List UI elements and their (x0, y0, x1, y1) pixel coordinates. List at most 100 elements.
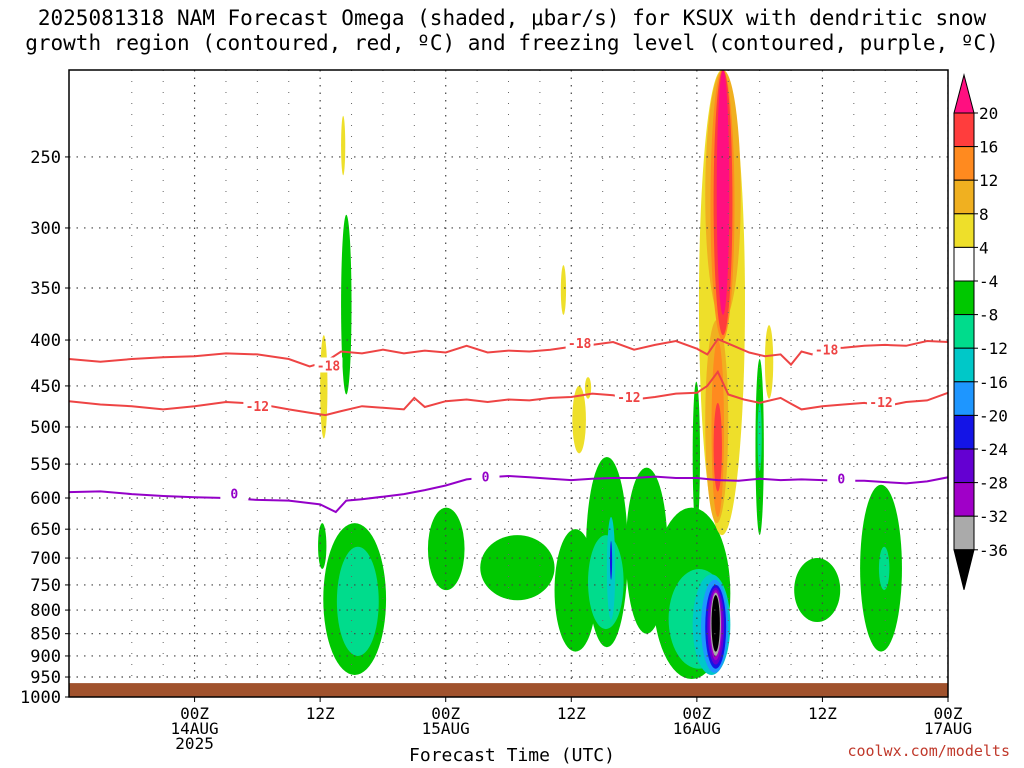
contour-label: 0 (837, 473, 845, 488)
ground-surface (69, 683, 948, 697)
omega-region (427, 507, 465, 591)
x-tick-label: 12Z (557, 704, 586, 723)
omega-region (554, 529, 597, 652)
colorbar-label: 8 (979, 205, 989, 224)
contour-line--12 (69, 369, 948, 417)
colorbar-label: -32 (979, 507, 1008, 526)
colorbar-segment (953, 146, 975, 181)
colorbar-segment (953, 280, 975, 316)
omega-region (341, 115, 346, 176)
contour-label-bg (812, 341, 841, 357)
y-tick-label: 850 (30, 625, 61, 645)
y-tick-label: 500 (30, 418, 61, 438)
omega-region (588, 535, 624, 630)
x-tick-label: 17AUG (924, 719, 972, 738)
colorbar-label: -24 (979, 440, 1008, 459)
contour-label: -12 (246, 400, 269, 415)
x-axis-label: Forecast Time (UTC) (409, 745, 615, 766)
omega-region (757, 402, 762, 472)
y-tick-label: 900 (30, 647, 61, 667)
omega-region (713, 402, 722, 492)
omega-region (711, 595, 720, 652)
y-tick-label: 700 (30, 549, 61, 569)
x-tick-label: 00Z (934, 704, 963, 723)
contour-label: -18 (317, 359, 341, 374)
colorbar-segment (953, 414, 975, 450)
x-tick-label: 2025 (175, 734, 214, 753)
colorbar-label: 16 (979, 138, 998, 157)
contour-label-bg (471, 468, 500, 484)
colorbar-segment (953, 482, 975, 517)
colorbar-segment (953, 515, 975, 551)
contour-label: -12 (869, 396, 892, 411)
y-tick-label: 600 (30, 489, 61, 509)
contour-line-0 (69, 474, 948, 514)
omega-region (318, 523, 327, 570)
omega-region (878, 546, 890, 591)
colorbar-label: -20 (979, 406, 1008, 425)
colorbar-bottom-arrow (953, 549, 975, 590)
contour-label: -18 (815, 344, 839, 359)
x-tick-label: 12Z (306, 704, 335, 723)
y-tick-label: 550 (30, 455, 61, 475)
colorbar-label: -12 (979, 339, 1008, 358)
omega-region (716, 70, 730, 315)
contour-label: -12 (617, 391, 640, 406)
y-tick-label: 1000 (20, 688, 61, 708)
omega-region (560, 265, 567, 315)
omega-region (320, 335, 328, 439)
colorbar-label: 4 (979, 238, 989, 257)
omega-region (480, 535, 555, 601)
omega-region (764, 325, 774, 399)
contour-label-bg (867, 394, 896, 410)
colorbar-segment (953, 381, 975, 416)
contour-label-bg (565, 334, 594, 350)
y-tick-label: 450 (30, 377, 61, 397)
colorbar-segment (953, 347, 975, 383)
colorbar-segment (953, 314, 975, 349)
contour-label-bg (243, 398, 272, 414)
plot-frame (68, 69, 949, 698)
contour-label: 0 (230, 487, 238, 502)
y-tick-label: 650 (30, 520, 61, 540)
contour-label-bg (314, 357, 343, 373)
x-tick-label: 00Z (180, 704, 209, 723)
y-tick-label: 350 (30, 279, 61, 299)
y-tick-label: 300 (30, 219, 61, 239)
omega-region (572, 385, 586, 454)
colorbar-label: -4 (979, 272, 998, 291)
colorbar-top-arrow (953, 73, 975, 114)
y-tick-label: 750 (30, 576, 61, 596)
y-tick-label: 400 (30, 331, 61, 351)
contour-label: 0 (482, 471, 490, 486)
omega-region (610, 540, 613, 580)
contour-label-bg (614, 389, 643, 405)
x-tick-label: 15AUG (422, 719, 470, 738)
x-tick-label: 14AUG (170, 719, 218, 738)
colorbar-label: -8 (979, 306, 998, 325)
colorbar-label: 12 (979, 171, 998, 190)
colorbar-segment (953, 246, 975, 282)
y-tick-label: 950 (30, 668, 61, 688)
x-tick-label: 12Z (808, 704, 837, 723)
x-tick-label: 16AUG (673, 719, 721, 738)
contour-label-bg (220, 485, 249, 501)
y-tick-label: 250 (30, 148, 61, 168)
source-credit[interactable]: coolwx.com/modelts (847, 742, 1010, 760)
colorbar-label: -16 (979, 373, 1008, 392)
omega-region (794, 558, 841, 623)
chart-title: 2025081318 NAM Forecast Omega (shaded, μ… (25, 6, 999, 55)
colorbar-label: -28 (979, 474, 1008, 493)
omega-region (341, 214, 352, 395)
x-tick-label: 00Z (682, 704, 711, 723)
colorbar-label: -36 (979, 541, 1008, 560)
colorbar-segment (953, 448, 975, 484)
omega-region (336, 546, 379, 656)
contour-line--18 (69, 337, 948, 368)
plot-layer: -18 -18 -18 -12 -12 -12 0 0 0 (69, 70, 948, 697)
contour-label-bg (827, 470, 856, 486)
colorbar-segment (953, 112, 975, 148)
colorbar-segment (953, 213, 975, 248)
y-tick-label: 800 (30, 601, 61, 621)
